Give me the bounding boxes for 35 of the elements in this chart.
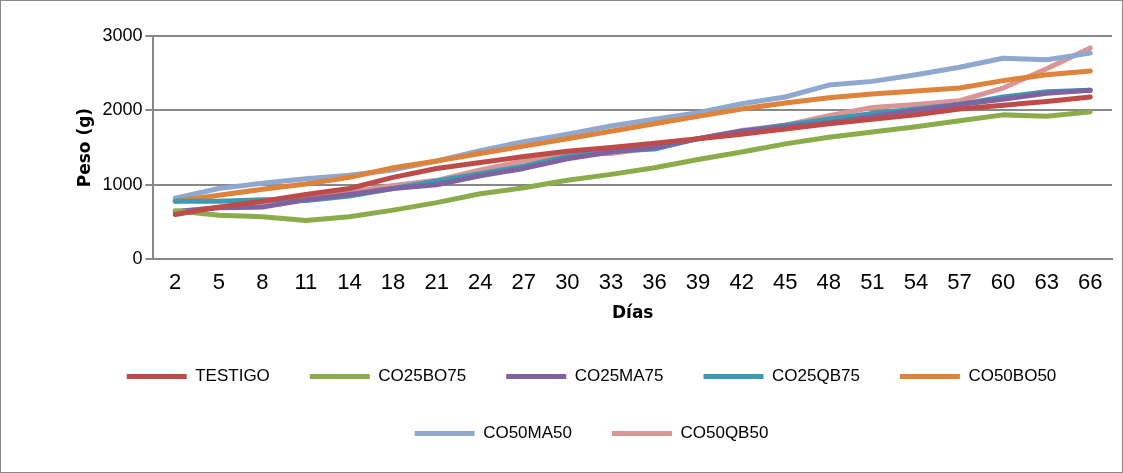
y-tick-label: 1000	[102, 173, 143, 194]
legend-label: CO50BO50	[968, 366, 1057, 386]
x-tick-label: 21	[424, 269, 449, 295]
y-tick-label: 0	[132, 248, 143, 269]
x-tick-label: 18	[380, 269, 406, 295]
x-tick-label: 11	[294, 269, 318, 295]
x-tick-label: 5	[212, 269, 225, 295]
legend-label: CO25QB75	[772, 366, 860, 386]
x-tick-label: 8	[256, 269, 269, 295]
legend-label: CO25MA75	[574, 366, 664, 386]
legend-label: CO25BO75	[378, 366, 467, 386]
x-tick-label: 63	[1034, 269, 1059, 295]
x-tick-label: 54	[903, 269, 929, 295]
legend-label: CO50QB50	[680, 423, 769, 443]
x-tick-label: 48	[816, 269, 842, 295]
x-tick-label: 51	[860, 269, 885, 295]
legend-label: TESTIGO	[195, 366, 270, 386]
x-tick-label: 30	[555, 269, 580, 295]
legend-label: CO50MA50	[483, 423, 572, 443]
x-tick-label: 42	[729, 269, 754, 295]
x-tick-label: 24	[467, 269, 493, 295]
y-tick-label: 2000	[102, 99, 143, 120]
x-tick-label: 39	[685, 269, 711, 295]
x-tick-label: 2	[169, 269, 182, 295]
y-axis-title: Peso (g)	[73, 107, 94, 188]
x-tick-label: 60	[990, 269, 1016, 295]
x-tick-label: 27	[511, 269, 537, 295]
x-tick-label: 57	[947, 269, 972, 295]
x-tick-label: 45	[772, 269, 798, 295]
x-tick-label: 66	[1077, 269, 1103, 295]
x-tick-label: 14	[337, 269, 362, 295]
x-tick-label: 33	[598, 269, 624, 295]
x-tick-label: 36	[642, 269, 667, 295]
x-axis-title: Días	[611, 302, 654, 323]
y-tick-label: 3000	[102, 24, 143, 45]
